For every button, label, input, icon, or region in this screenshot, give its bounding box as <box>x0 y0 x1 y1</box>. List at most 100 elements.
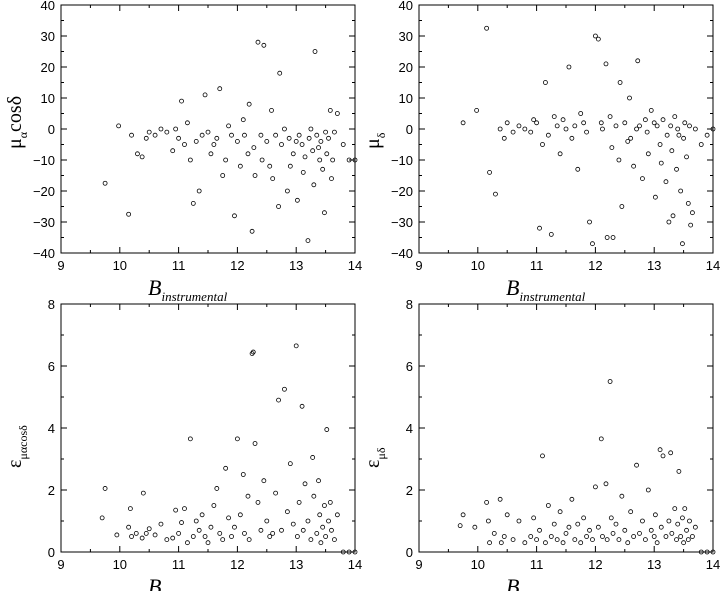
data-point <box>318 540 324 546</box>
data-point <box>116 123 122 129</box>
data-point <box>302 481 308 487</box>
data-point <box>126 524 132 530</box>
data-point <box>581 515 587 521</box>
data-point <box>497 126 503 132</box>
data-point <box>651 120 657 126</box>
data-point <box>276 397 281 403</box>
data-point <box>628 509 634 515</box>
data-point <box>223 157 229 163</box>
data-point <box>185 540 190 546</box>
data-point <box>642 117 648 123</box>
data-point <box>658 160 664 166</box>
data-point <box>234 436 240 442</box>
data-point <box>316 478 321 484</box>
data-point <box>474 108 480 113</box>
data-point <box>560 117 566 123</box>
data-point <box>240 117 246 123</box>
data-point <box>557 151 563 157</box>
data-point <box>273 132 279 138</box>
data-point <box>631 163 637 169</box>
data-point <box>595 36 601 42</box>
y-tick-label: −40 <box>33 246 55 261</box>
data-point <box>681 540 686 546</box>
x-tick-label: 12 <box>588 557 602 572</box>
x-tick-label: 10 <box>113 557 127 572</box>
y-tick-label: 0 <box>406 545 413 560</box>
data-point <box>487 169 492 175</box>
data-point <box>598 436 604 442</box>
data-point <box>593 484 598 490</box>
data-point <box>290 151 296 157</box>
data-point <box>557 509 563 515</box>
data-point <box>296 132 302 138</box>
data-point <box>214 486 220 491</box>
data-point <box>185 120 190 126</box>
data-point <box>554 537 560 542</box>
plot-frame <box>60 4 356 254</box>
data-point <box>270 176 276 182</box>
data-point <box>669 531 675 536</box>
data-point <box>305 518 311 524</box>
data-point <box>682 506 688 512</box>
y-tick-label: 20 <box>41 60 55 75</box>
data-point <box>484 25 490 31</box>
data-point <box>211 503 217 508</box>
data-point <box>299 403 305 409</box>
data-point <box>613 123 619 129</box>
data-point <box>282 386 287 392</box>
data-point <box>566 64 572 70</box>
data-point <box>545 132 551 138</box>
data-point <box>202 92 208 98</box>
data-point <box>135 151 140 157</box>
data-point <box>170 148 176 154</box>
data-point <box>346 157 352 163</box>
x-axis-label: Binstrumental <box>148 574 228 591</box>
y-tick-label: 0 <box>48 122 55 137</box>
data-point <box>190 534 196 539</box>
data-point <box>637 531 642 536</box>
data-point <box>501 534 507 539</box>
data-point <box>327 499 333 505</box>
data-point <box>657 142 663 147</box>
data-point <box>645 151 651 157</box>
data-point <box>666 518 672 524</box>
data-point <box>652 512 658 518</box>
data-point <box>651 534 657 539</box>
data-point <box>314 132 320 138</box>
data-point <box>522 540 528 546</box>
data-point <box>575 521 581 527</box>
y-axis-label-tail: cosδ <box>4 96 26 132</box>
data-point <box>674 166 679 172</box>
data-point <box>563 126 569 132</box>
data-point <box>164 129 170 135</box>
data-point <box>658 524 664 530</box>
x-tick-label: 11 <box>530 557 544 572</box>
data-point <box>578 111 584 116</box>
data-point <box>269 108 274 113</box>
data-point <box>102 486 108 491</box>
data-point <box>685 537 691 542</box>
data-point <box>102 180 108 186</box>
data-point <box>664 132 670 138</box>
x-axis-label: Binstrumental <box>148 275 228 304</box>
y-tick-label: −30 <box>33 215 55 230</box>
x-axis-label-main: B <box>506 574 519 591</box>
data-point <box>622 527 628 533</box>
y-axis-label: εμαcosδ <box>4 425 30 468</box>
data-point <box>277 70 283 76</box>
data-point <box>223 465 229 471</box>
y-tick-label: 40 <box>399 0 413 13</box>
data-point <box>190 200 196 206</box>
panel-bottom-left: 9 10 11 12 13 14 0 2 4 6 8 Binstrumental εμαcosδ <box>4 297 362 591</box>
data-point <box>329 176 334 182</box>
data-point <box>575 166 581 172</box>
y-tick-label: 10 <box>399 91 413 106</box>
data-point <box>634 126 639 132</box>
data-point <box>668 450 674 456</box>
data-point <box>663 179 669 185</box>
data-point <box>616 537 622 542</box>
data-point <box>648 108 654 113</box>
data-point <box>234 138 240 144</box>
data-point <box>635 58 641 64</box>
x-axis-label-sub: instrumental <box>161 588 227 591</box>
